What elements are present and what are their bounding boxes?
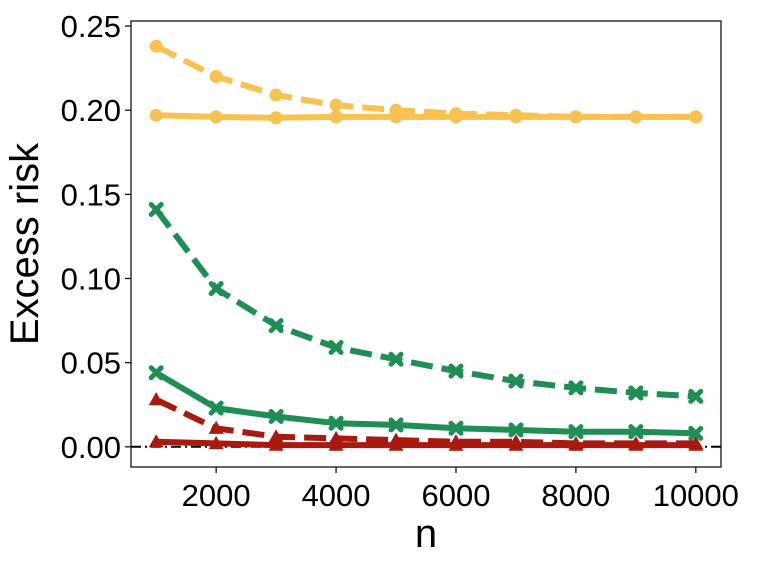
x-tick-label: 8000 [541, 478, 610, 513]
data-point-x [208, 281, 224, 297]
data-point-x [328, 415, 344, 431]
data-point-triangle [268, 429, 284, 443]
data-point-triangle [688, 437, 704, 451]
data-point-triangle [268, 437, 284, 451]
y-tick-label: 0.15 [61, 177, 121, 212]
data-point-circle [149, 108, 163, 122]
data-point-x [628, 424, 644, 440]
data-point-circle [449, 110, 463, 124]
data-point-triangle [208, 435, 224, 450]
axes: 0.00 0.05 0.10 0.15 0.20 0.25 2000 4000 6000 8000… [61, 9, 739, 513]
data-point-x [688, 388, 704, 404]
data-point-circle [149, 39, 163, 53]
y-tick-label: 0.05 [61, 346, 121, 381]
data-point-circle [689, 110, 703, 124]
data-point-triangle [328, 437, 344, 451]
data-point-triangle [148, 434, 164, 448]
data-point-triangle [208, 420, 224, 434]
data-point-circle [209, 70, 223, 84]
series-line [156, 112, 696, 121]
series-2 [148, 201, 704, 404]
data-point-x [568, 380, 584, 396]
data-point-x [388, 417, 404, 433]
plot-area [131, 39, 721, 451]
data-point-x [688, 425, 704, 441]
y-axis-label: Excess risk [3, 142, 47, 345]
data-point-triangle [628, 437, 644, 451]
data-point-triangle [448, 437, 464, 451]
y-tick-label: 0.10 [61, 262, 121, 297]
x-tick-label: 4000 [302, 478, 371, 513]
data-point-circle [209, 110, 223, 124]
data-point-circle [329, 98, 343, 112]
data-point-circle [509, 110, 523, 124]
data-point-x [448, 363, 464, 379]
data-point-x [568, 424, 584, 440]
x-tick-label: 10000 [653, 478, 739, 513]
y-tick-label: 0.20 [61, 93, 121, 128]
y-tick-label: 0.25 [61, 9, 121, 44]
data-point-x [628, 385, 644, 401]
data-point-circle [569, 110, 583, 124]
data-point-circle [629, 110, 643, 124]
data-point-triangle [568, 437, 584, 451]
data-point-x [148, 365, 164, 381]
data-point-circle [269, 88, 283, 102]
series-4 [148, 392, 704, 450]
x-tick-label: 2000 [182, 478, 251, 513]
y-tick-label: 0.00 [61, 430, 121, 465]
series-line [154, 43, 696, 120]
data-point-circle [329, 110, 343, 124]
data-point-x [448, 420, 464, 436]
data-point-x [268, 318, 284, 334]
data-point-circle [389, 110, 403, 124]
series-line [154, 370, 696, 437]
x-axis-label: n [415, 512, 437, 556]
data-point-x [268, 409, 284, 425]
data-point-x [148, 201, 164, 217]
data-point-triangle [148, 392, 164, 406]
x-tick-label: 6000 [421, 478, 490, 513]
data-point-triangle [388, 437, 404, 451]
series-1 [149, 108, 703, 125]
data-point-x [208, 400, 224, 416]
series-3 [148, 365, 704, 441]
plot-frame [130, 20, 722, 468]
series-line [153, 207, 696, 400]
series-5 [148, 434, 704, 451]
data-point-x [508, 373, 524, 389]
data-point-x [388, 351, 404, 367]
data-point-triangle [328, 430, 344, 445]
series-line [154, 396, 696, 447]
data-point-x [508, 422, 524, 438]
data-point-triangle [508, 437, 524, 451]
data-point-circle [269, 111, 283, 125]
series-line [156, 438, 696, 449]
series-0 [149, 39, 703, 124]
data-point-x [328, 340, 344, 356]
